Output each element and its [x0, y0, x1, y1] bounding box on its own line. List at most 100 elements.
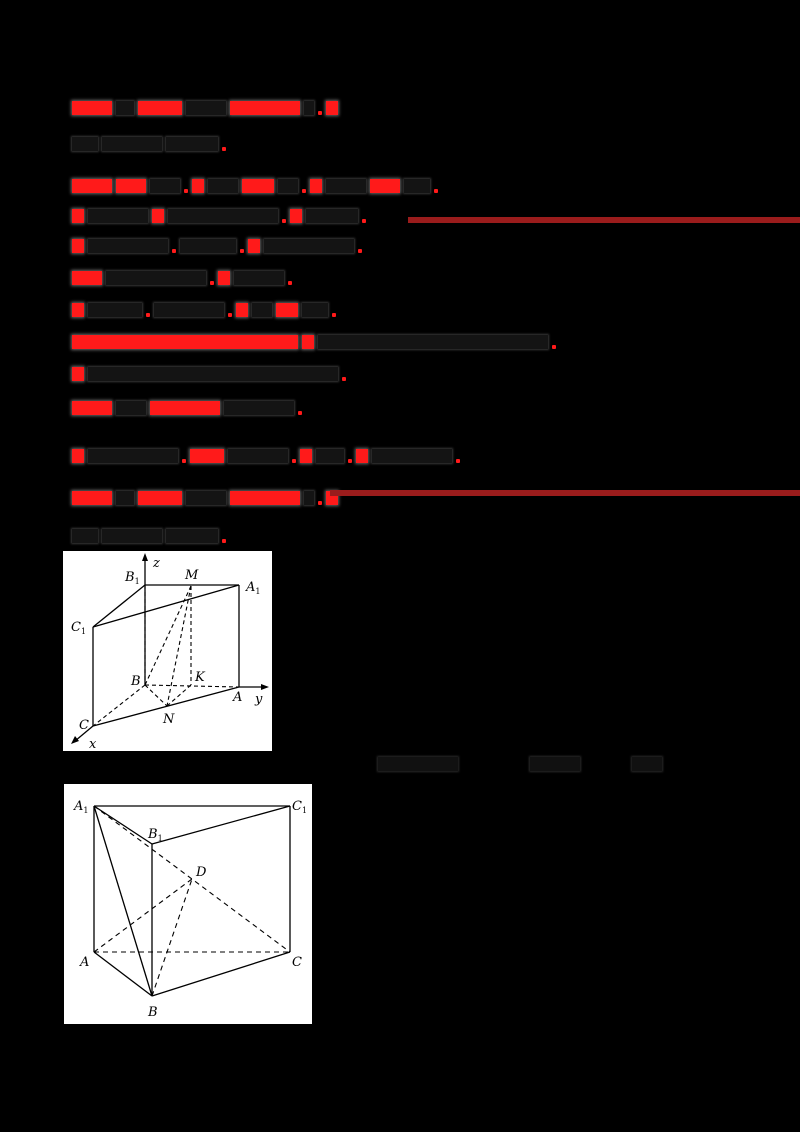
math-text	[264, 239, 354, 253]
punctuation	[298, 411, 302, 415]
math-text	[306, 209, 358, 223]
figure-triangular-prism: A1 C1 B1 D A C B	[64, 784, 312, 1024]
highlighted-text	[290, 209, 302, 223]
punctuation	[302, 189, 306, 193]
text-line	[72, 136, 226, 152]
highlighted-text	[230, 101, 300, 115]
math-text	[72, 137, 98, 151]
math-text	[166, 137, 218, 151]
math-text	[116, 401, 146, 415]
highlighted-text	[150, 401, 220, 415]
highlighted-text	[72, 239, 84, 253]
label-c: C	[292, 955, 302, 970]
highlighted-text	[72, 101, 112, 115]
text-line	[72, 178, 438, 194]
punctuation	[292, 459, 296, 463]
math-text	[252, 303, 272, 317]
prism-coordinates-diagram: z B1 M A1 C1 B K A y N C x	[71, 553, 269, 751]
math-text	[106, 271, 206, 285]
text-line	[72, 334, 556, 350]
highlighted-text	[300, 449, 312, 463]
math-text	[102, 529, 162, 543]
highlighted-text	[356, 449, 368, 463]
label-c1: C1	[292, 799, 307, 815]
math-text	[88, 303, 142, 317]
highlighted-text	[72, 271, 102, 285]
math-text	[302, 303, 328, 317]
math-text	[72, 529, 98, 543]
text-fragment	[530, 757, 580, 771]
highlighted-text	[326, 101, 338, 115]
punctuation	[228, 313, 232, 317]
highlighted-text	[116, 179, 146, 193]
highlighted-text	[72, 401, 112, 415]
highlighted-text	[72, 179, 112, 193]
label-d: D	[195, 865, 207, 880]
punctuation	[318, 501, 322, 505]
punctuation	[184, 189, 188, 193]
highlighted-text	[242, 179, 274, 193]
math-text	[102, 137, 162, 151]
highlighted-text	[302, 335, 314, 349]
highlighted-text	[138, 101, 182, 115]
label-a1: A1	[245, 580, 260, 596]
label-m: M	[184, 568, 199, 583]
label-y: y	[254, 692, 263, 707]
highlighted-text	[72, 367, 84, 381]
highlighted-text	[276, 303, 298, 317]
math-text	[166, 529, 218, 543]
math-text	[326, 179, 366, 193]
math-text	[278, 179, 298, 193]
text-line	[72, 208, 366, 224]
highlight-rule	[330, 490, 800, 496]
highlighted-text	[230, 491, 300, 505]
label-c: C	[79, 718, 89, 733]
highlighted-text	[218, 271, 230, 285]
punctuation	[342, 377, 346, 381]
label-a: A	[232, 690, 242, 705]
punctuation	[210, 281, 214, 285]
math-text	[404, 179, 430, 193]
highlight-rule	[408, 217, 800, 223]
punctuation	[222, 539, 226, 543]
punctuation	[358, 249, 362, 253]
math-text	[304, 101, 314, 115]
text-line	[72, 366, 346, 382]
math-text	[88, 209, 148, 223]
text-line	[72, 238, 362, 254]
math-text	[224, 401, 294, 415]
math-text	[168, 209, 278, 223]
figure-prism-coordinates: z B1 M A1 C1 B K A y N C x	[63, 551, 272, 751]
punctuation	[240, 249, 244, 253]
highlighted-text	[190, 449, 224, 463]
highlighted-text	[138, 491, 182, 505]
highlighted-text	[192, 179, 204, 193]
punctuation	[182, 459, 186, 463]
highlighted-text	[72, 449, 84, 463]
label-n: N	[162, 712, 175, 727]
math-text	[228, 449, 288, 463]
triangular-prism-diagram: A1 C1 B1 D A C B	[73, 799, 307, 1020]
highlighted-text	[72, 209, 84, 223]
text-fragment	[378, 757, 458, 771]
text-line	[72, 400, 302, 416]
punctuation	[172, 249, 176, 253]
highlighted-text	[236, 303, 248, 317]
math-text	[88, 239, 168, 253]
punctuation	[282, 219, 286, 223]
label-k: K	[194, 670, 206, 685]
highlighted-text	[310, 179, 322, 193]
punctuation	[434, 189, 438, 193]
punctuation	[146, 313, 150, 317]
math-text	[186, 491, 226, 505]
text-line	[72, 302, 336, 318]
text-line	[72, 528, 226, 544]
label-b1: B1	[124, 570, 140, 586]
highlighted-text	[370, 179, 400, 193]
math-text	[180, 239, 236, 253]
text-line	[72, 270, 292, 286]
math-text	[116, 491, 134, 505]
text-line	[72, 490, 338, 506]
label-a: A	[79, 955, 89, 970]
highlighted-text	[72, 335, 298, 349]
